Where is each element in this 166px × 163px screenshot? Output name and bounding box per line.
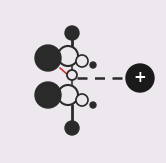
Circle shape (126, 64, 154, 92)
Circle shape (58, 85, 78, 105)
Circle shape (67, 70, 77, 80)
Circle shape (35, 82, 61, 108)
Circle shape (76, 94, 88, 106)
Circle shape (35, 45, 61, 71)
Circle shape (65, 121, 79, 135)
Circle shape (90, 62, 96, 68)
Text: +: + (134, 71, 146, 86)
Circle shape (65, 26, 79, 40)
Circle shape (76, 55, 88, 67)
Circle shape (58, 46, 78, 66)
Circle shape (90, 102, 96, 108)
